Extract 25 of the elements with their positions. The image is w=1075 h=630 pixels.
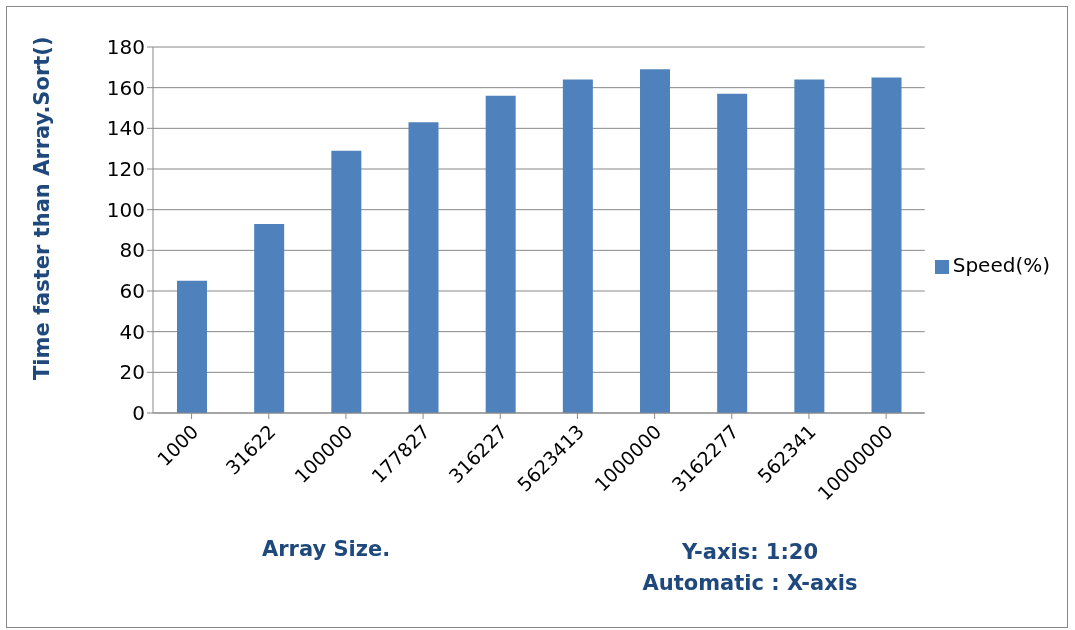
bar: [177, 280, 207, 413]
x-axis-title: Array Size.: [262, 537, 391, 561]
y-tick-label: 80: [119, 238, 145, 263]
bar: [640, 69, 671, 413]
y-tick-label: 20: [119, 360, 145, 385]
bar: [485, 95, 516, 413]
legend-label: Speed(%): [952, 253, 1050, 277]
bar: [717, 93, 748, 413]
y-tick-label: 140: [106, 116, 145, 141]
y-tick-label: 180: [106, 35, 145, 60]
y-tick-label: 160: [106, 75, 145, 100]
bar: [331, 150, 362, 413]
bar: [408, 122, 439, 413]
y-tick-label: 40: [119, 319, 145, 344]
bar: [254, 223, 285, 413]
y-axis-title: Time faster than Array.Sort(): [30, 36, 55, 380]
bar: [794, 79, 825, 413]
text: Automatic : X-axis: [641, 570, 859, 597]
bar: [562, 79, 593, 413]
bar: [871, 77, 902, 413]
y-tick-label: 120: [106, 157, 145, 182]
y-tick-label: 0: [132, 401, 145, 426]
y-tick-label: 100: [106, 197, 145, 222]
y-tick-label: 60: [119, 279, 145, 304]
text: Y-axis: 1:20: [680, 539, 820, 566]
